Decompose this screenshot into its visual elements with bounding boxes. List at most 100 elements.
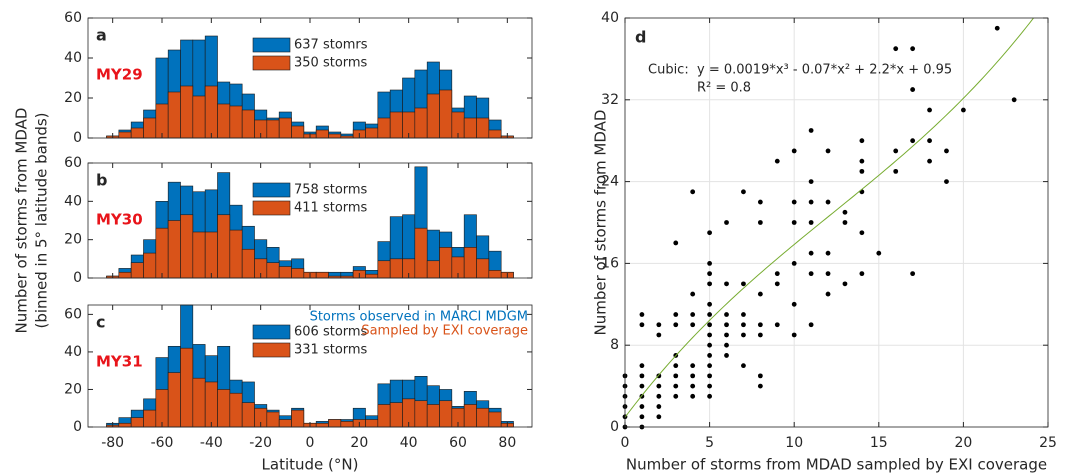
point [757, 322, 763, 328]
point [774, 281, 780, 287]
bar [426, 93, 440, 139]
bar [365, 127, 379, 139]
year-label: MY29 [96, 66, 143, 84]
point [893, 168, 899, 174]
point [808, 250, 814, 256]
point [639, 322, 645, 328]
bar [439, 400, 453, 428]
point [707, 393, 712, 399]
point [724, 220, 729, 225]
bar [476, 258, 490, 279]
bar [377, 117, 391, 139]
x-tick-label: 5 [705, 435, 714, 451]
bar [439, 247, 453, 279]
panel-label: c [96, 313, 105, 332]
point [791, 301, 797, 307]
point [791, 220, 797, 225]
point [1011, 97, 1017, 103]
point [994, 25, 1000, 31]
point [774, 271, 780, 277]
point [707, 230, 712, 236]
point [859, 168, 865, 174]
legend-swatch [252, 182, 291, 198]
bar [315, 422, 329, 428]
x-tick-label: 25 [1039, 435, 1057, 451]
bar [389, 402, 403, 428]
x-tick-label: 0 [306, 435, 315, 451]
bar [204, 85, 218, 139]
annotation: Storms observed in MARCI MDGM [310, 310, 528, 325]
point [707, 281, 712, 287]
x-tick-label: -80 [101, 435, 124, 451]
point [808, 322, 814, 328]
bar [328, 133, 342, 139]
bar [241, 248, 255, 279]
point [724, 342, 729, 348]
y-tick-label: 40 [64, 193, 82, 209]
legend-swatch [252, 55, 291, 71]
point [656, 393, 662, 399]
x-tick-label: -40 [200, 435, 223, 451]
bar [118, 422, 132, 428]
point [825, 199, 831, 205]
x-tick-label: 60 [449, 435, 467, 451]
point [876, 250, 882, 256]
bar [291, 125, 305, 139]
point [673, 373, 679, 379]
legend-swatch [252, 324, 291, 340]
bar [217, 214, 231, 279]
bar [476, 117, 490, 139]
year-label: MY31 [96, 353, 143, 371]
point [690, 322, 696, 328]
bar [130, 127, 144, 139]
y-tick-label: 40 [64, 344, 82, 360]
bar [463, 117, 477, 139]
bar [365, 419, 379, 428]
annotation: Sampled by EXI coverage [361, 324, 528, 339]
bar [414, 227, 428, 279]
point [791, 199, 797, 205]
point [690, 189, 696, 195]
y-tick-label: 32 [601, 92, 619, 108]
point [724, 332, 729, 338]
bar [229, 229, 243, 279]
point [961, 107, 966, 113]
point [808, 179, 814, 185]
x-tick-label: 10 [785, 435, 803, 451]
bar [118, 131, 132, 139]
point [791, 332, 797, 338]
point [791, 261, 797, 266]
point [842, 209, 848, 215]
bar [463, 404, 477, 428]
point [757, 373, 763, 379]
bar [377, 260, 391, 279]
point [673, 322, 679, 328]
bar [180, 347, 194, 428]
y-tick-label: 0 [73, 270, 82, 286]
x-axis-label: Latitude (°N) [262, 456, 359, 474]
point [639, 404, 645, 409]
bar [229, 392, 243, 428]
bar [377, 404, 391, 428]
bar [155, 227, 169, 279]
point [927, 158, 932, 164]
point [690, 291, 696, 297]
bar [143, 117, 157, 139]
point [656, 383, 662, 389]
bar [229, 105, 243, 139]
y-axis-label: Number of storms from MDAD [13, 108, 31, 334]
point [825, 148, 831, 154]
x-tick-label: 20 [350, 435, 368, 451]
axes-box [624, 17, 1049, 428]
x-tick-label: 40 [400, 435, 418, 451]
point [910, 46, 916, 52]
y-tick-label: 0 [610, 419, 619, 435]
point [707, 373, 712, 379]
fit-name: Cubic: [648, 63, 689, 78]
bar [143, 252, 157, 279]
bar [291, 409, 305, 428]
bar [204, 381, 218, 428]
bar [278, 419, 292, 428]
point [656, 332, 662, 338]
bar [204, 231, 218, 279]
